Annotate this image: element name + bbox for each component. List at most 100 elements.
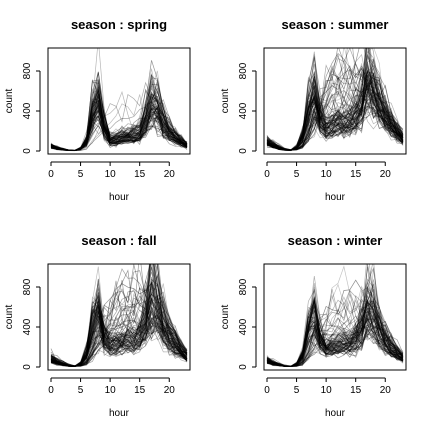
series-line <box>266 110 404 151</box>
series-line <box>50 94 188 151</box>
series-line <box>266 318 404 368</box>
x-tick-label: 5 <box>294 169 300 180</box>
series-line <box>50 297 188 367</box>
series-line <box>50 264 188 367</box>
series-line <box>50 320 188 367</box>
series-line <box>50 318 188 367</box>
series-line <box>266 326 404 367</box>
series-line <box>50 78 188 151</box>
series-line <box>50 303 188 367</box>
series-line <box>266 293 404 367</box>
series-line <box>266 99 404 151</box>
series-line <box>266 74 404 151</box>
series-line <box>266 70 404 151</box>
panel-title: season : fall <box>81 233 156 248</box>
series-line <box>50 81 188 151</box>
series-line <box>266 72 404 151</box>
series-line <box>50 298 188 367</box>
chart-panel: season : summer 0 5 10 15 20 hour 0 400 800 count <box>220 17 407 203</box>
series-line <box>50 106 188 151</box>
series-line <box>50 298 188 367</box>
series-line <box>50 264 188 367</box>
series-lines <box>50 48 188 152</box>
series-line <box>266 282 404 367</box>
series-line <box>50 84 188 151</box>
series-line <box>50 100 188 152</box>
series-line <box>266 264 404 367</box>
series-line <box>50 118 188 151</box>
series-lines <box>266 48 404 152</box>
series-line <box>50 266 188 367</box>
series-line <box>266 322 404 367</box>
series-line <box>50 264 188 367</box>
series-line <box>266 73 404 151</box>
series-line <box>266 300 404 367</box>
y-tick-label: 0 <box>22 364 33 370</box>
series-line <box>266 264 404 367</box>
series-line <box>266 315 404 368</box>
x-tick-label: 10 <box>321 385 333 396</box>
series-line <box>50 293 188 367</box>
series-line <box>50 305 188 367</box>
series-line <box>50 302 188 367</box>
series-line <box>50 114 188 152</box>
series-line <box>266 86 404 151</box>
series-line <box>50 79 188 151</box>
x-tick-label: 15 <box>134 385 146 396</box>
series-line <box>50 283 188 367</box>
series-line <box>50 277 188 367</box>
series-line <box>266 86 404 151</box>
series-line <box>50 285 188 367</box>
series-line <box>50 95 188 151</box>
series-line <box>266 68 404 151</box>
series-line <box>266 48 404 151</box>
panel-title: season : summer <box>282 17 389 32</box>
series-line <box>266 284 404 367</box>
series-line <box>50 264 188 367</box>
series-line <box>50 308 188 367</box>
series-line <box>50 96 188 152</box>
series-line <box>50 287 188 367</box>
x-tick-label: 0 <box>264 385 270 396</box>
series-line <box>50 98 188 152</box>
series-line <box>50 116 188 152</box>
x-tick-label: 20 <box>164 385 176 396</box>
series-line <box>50 300 188 367</box>
series-line <box>266 305 404 367</box>
series-line <box>266 297 404 367</box>
series-line <box>50 84 188 151</box>
series-line <box>266 86 404 151</box>
series-line <box>50 316 188 367</box>
series-line <box>266 71 404 151</box>
series-line <box>266 89 404 151</box>
y-tick-label: 400 <box>238 318 249 335</box>
series-line <box>50 295 188 367</box>
series-line <box>50 82 188 151</box>
x-tick-label: 0 <box>48 169 54 180</box>
series-line <box>50 318 188 367</box>
plot-frame <box>263 47 407 155</box>
series-line <box>266 264 404 367</box>
series-line <box>266 77 404 151</box>
chart-panel: season : winter 0 5 10 15 20 hour 0 400 800 count <box>220 233 407 419</box>
series-line <box>50 290 188 367</box>
x-tick-label: 10 <box>321 169 333 180</box>
series-line <box>266 48 404 151</box>
series-line <box>266 94 404 151</box>
x-axis-label: hour <box>109 408 130 419</box>
series-line <box>50 88 188 151</box>
x-tick-label: 20 <box>380 169 392 180</box>
series-line <box>50 77 188 151</box>
series-line <box>50 115 188 151</box>
series-line <box>50 314 188 367</box>
series-line <box>50 264 188 367</box>
series-line <box>266 96 404 151</box>
series-line <box>266 319 404 367</box>
series-line <box>266 288 404 367</box>
series-line <box>266 308 404 368</box>
series-line <box>266 299 404 367</box>
plot-frame <box>47 47 191 155</box>
series-line <box>50 281 188 367</box>
series-line <box>266 75 404 151</box>
series-line <box>266 77 404 151</box>
